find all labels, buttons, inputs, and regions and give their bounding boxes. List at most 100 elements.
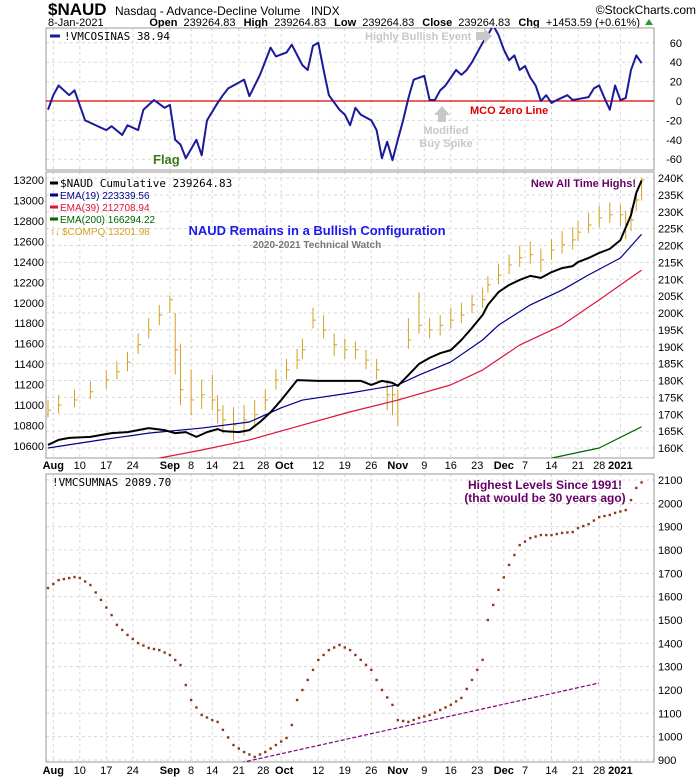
x-tick-label: Dec <box>494 460 514 472</box>
price-right-tick-label: 225K <box>658 224 684 236</box>
sum-dot <box>121 628 124 632</box>
sum-dot <box>105 606 108 609</box>
sum-dot <box>359 658 362 662</box>
sum-dot <box>470 678 474 682</box>
sum-dot <box>375 678 378 682</box>
sum-y-tick-label: 1500 <box>658 615 682 627</box>
mco-y-tick-label: 60 <box>670 38 682 50</box>
sum-y-tick-label: 1400 <box>658 638 682 650</box>
modified-annotation: Modified <box>423 125 468 137</box>
compq-bars <box>47 177 645 441</box>
price-right-tick-label: 220K <box>658 241 684 253</box>
sum-dot <box>386 696 389 699</box>
sum-dot <box>555 532 558 536</box>
price-right-tick-label: 205K <box>658 291 684 303</box>
sum-dot <box>492 603 495 607</box>
x-tick-label: Aug <box>43 765 64 777</box>
close-label: Close <box>422 17 452 29</box>
x-tick-label: 14 <box>545 460 557 472</box>
x-tick-label: 10 <box>74 765 86 777</box>
sum-dot <box>333 646 336 649</box>
x-tick-label: 23 <box>471 460 483 472</box>
sum-dot <box>317 658 320 662</box>
x-tick-label: 23 <box>471 765 483 777</box>
sum-dot <box>629 498 633 502</box>
x-tick-label: 9 <box>421 765 427 777</box>
sum-dot <box>83 580 87 583</box>
x-tick-label: Aug <box>43 460 64 472</box>
sum-dot <box>189 698 193 702</box>
sum-dot <box>269 747 272 750</box>
mco-y-tick-label: -40 <box>666 135 682 147</box>
sum-dot <box>126 633 129 637</box>
compq-left-tick-label: 12000 <box>13 298 44 310</box>
x-tick-label: 14 <box>206 765 218 777</box>
sum-dot <box>635 486 638 490</box>
naud-line-group <box>47 180 643 446</box>
sum-dot <box>295 698 299 702</box>
sum-dot <box>242 750 246 754</box>
price-right-tick-label: 170K <box>658 409 684 421</box>
sum-dot <box>407 720 410 724</box>
sum-y-tick-label: 1000 <box>658 732 682 744</box>
x-tick-label: 17 <box>100 460 112 472</box>
sum-dot <box>444 706 447 709</box>
sum-dot <box>640 481 643 484</box>
sum-dot <box>370 668 373 672</box>
x-tick-label: 26 <box>365 460 377 472</box>
price-panel-frame <box>45 171 655 459</box>
sum-dot <box>195 706 198 709</box>
thirty-years-annotation: (that would be 30 years ago) <box>464 491 625 505</box>
x-tick-label: 24 <box>127 460 139 472</box>
sum-dot <box>523 540 527 543</box>
compq-legend-text: $COMPQ 13201.98 <box>62 227 150 238</box>
mco-y-tick-label: 40 <box>670 57 682 69</box>
ema39-line <box>156 269 642 458</box>
compq-left-tick-label: 10600 <box>13 441 44 453</box>
sum-dot <box>380 688 384 692</box>
sum-dot <box>608 513 611 517</box>
price-right-tick-label: 165K <box>658 426 684 438</box>
x-tick-label: Nov <box>387 460 409 472</box>
sum-dot <box>364 663 368 667</box>
mco-y-tick-label: -60 <box>666 154 682 166</box>
date: 8-Jan-2021 <box>48 17 104 29</box>
sum-dot <box>290 723 293 727</box>
price-right-tick-label: 215K <box>658 257 684 269</box>
sum-dot <box>454 700 458 703</box>
gridlines <box>46 28 654 762</box>
sum-dot <box>158 648 161 652</box>
sum-dot <box>587 522 590 526</box>
sum-dot <box>401 719 405 723</box>
compq-left-tick-label: 11200 <box>14 380 44 392</box>
compq-left-tick-label: 11000 <box>14 400 44 412</box>
sum-dot <box>200 713 203 717</box>
sum-dot <box>343 646 346 649</box>
sum-dot <box>163 651 166 654</box>
arrow-right-icon <box>476 28 492 44</box>
sum-dot <box>89 583 92 587</box>
naud-legend-text: $NAUD Cumulative 239264.83 <box>60 177 232 190</box>
sum-dot <box>52 582 55 586</box>
price-right-tick-label: 195K <box>658 325 684 337</box>
sum-dot <box>518 543 521 547</box>
compq-left-tick-label: 12400 <box>13 257 44 269</box>
price-right-tick-label: 180K <box>658 376 684 388</box>
sum-dot <box>264 750 267 754</box>
sum-dot <box>460 696 463 700</box>
sum-dot <box>253 755 256 759</box>
sum-dot <box>449 703 452 707</box>
sum-dot <box>560 531 564 535</box>
symbol: $NAUD <box>48 0 107 19</box>
x-tick-label: 2021 <box>608 460 632 472</box>
sum-dot <box>306 678 309 682</box>
mco-y-tick-label: -20 <box>666 115 682 127</box>
sum-dot <box>327 648 331 652</box>
sum-y-tick-label: 1200 <box>658 685 682 697</box>
sum-y-tick-label: 1700 <box>658 568 682 580</box>
sum-dot <box>179 663 182 667</box>
sum-dot <box>603 514 606 518</box>
chart-marks <box>46 28 654 762</box>
ema19-legend-text: EMA(19) 223339.56 <box>60 191 150 202</box>
sum-dot <box>211 718 214 722</box>
